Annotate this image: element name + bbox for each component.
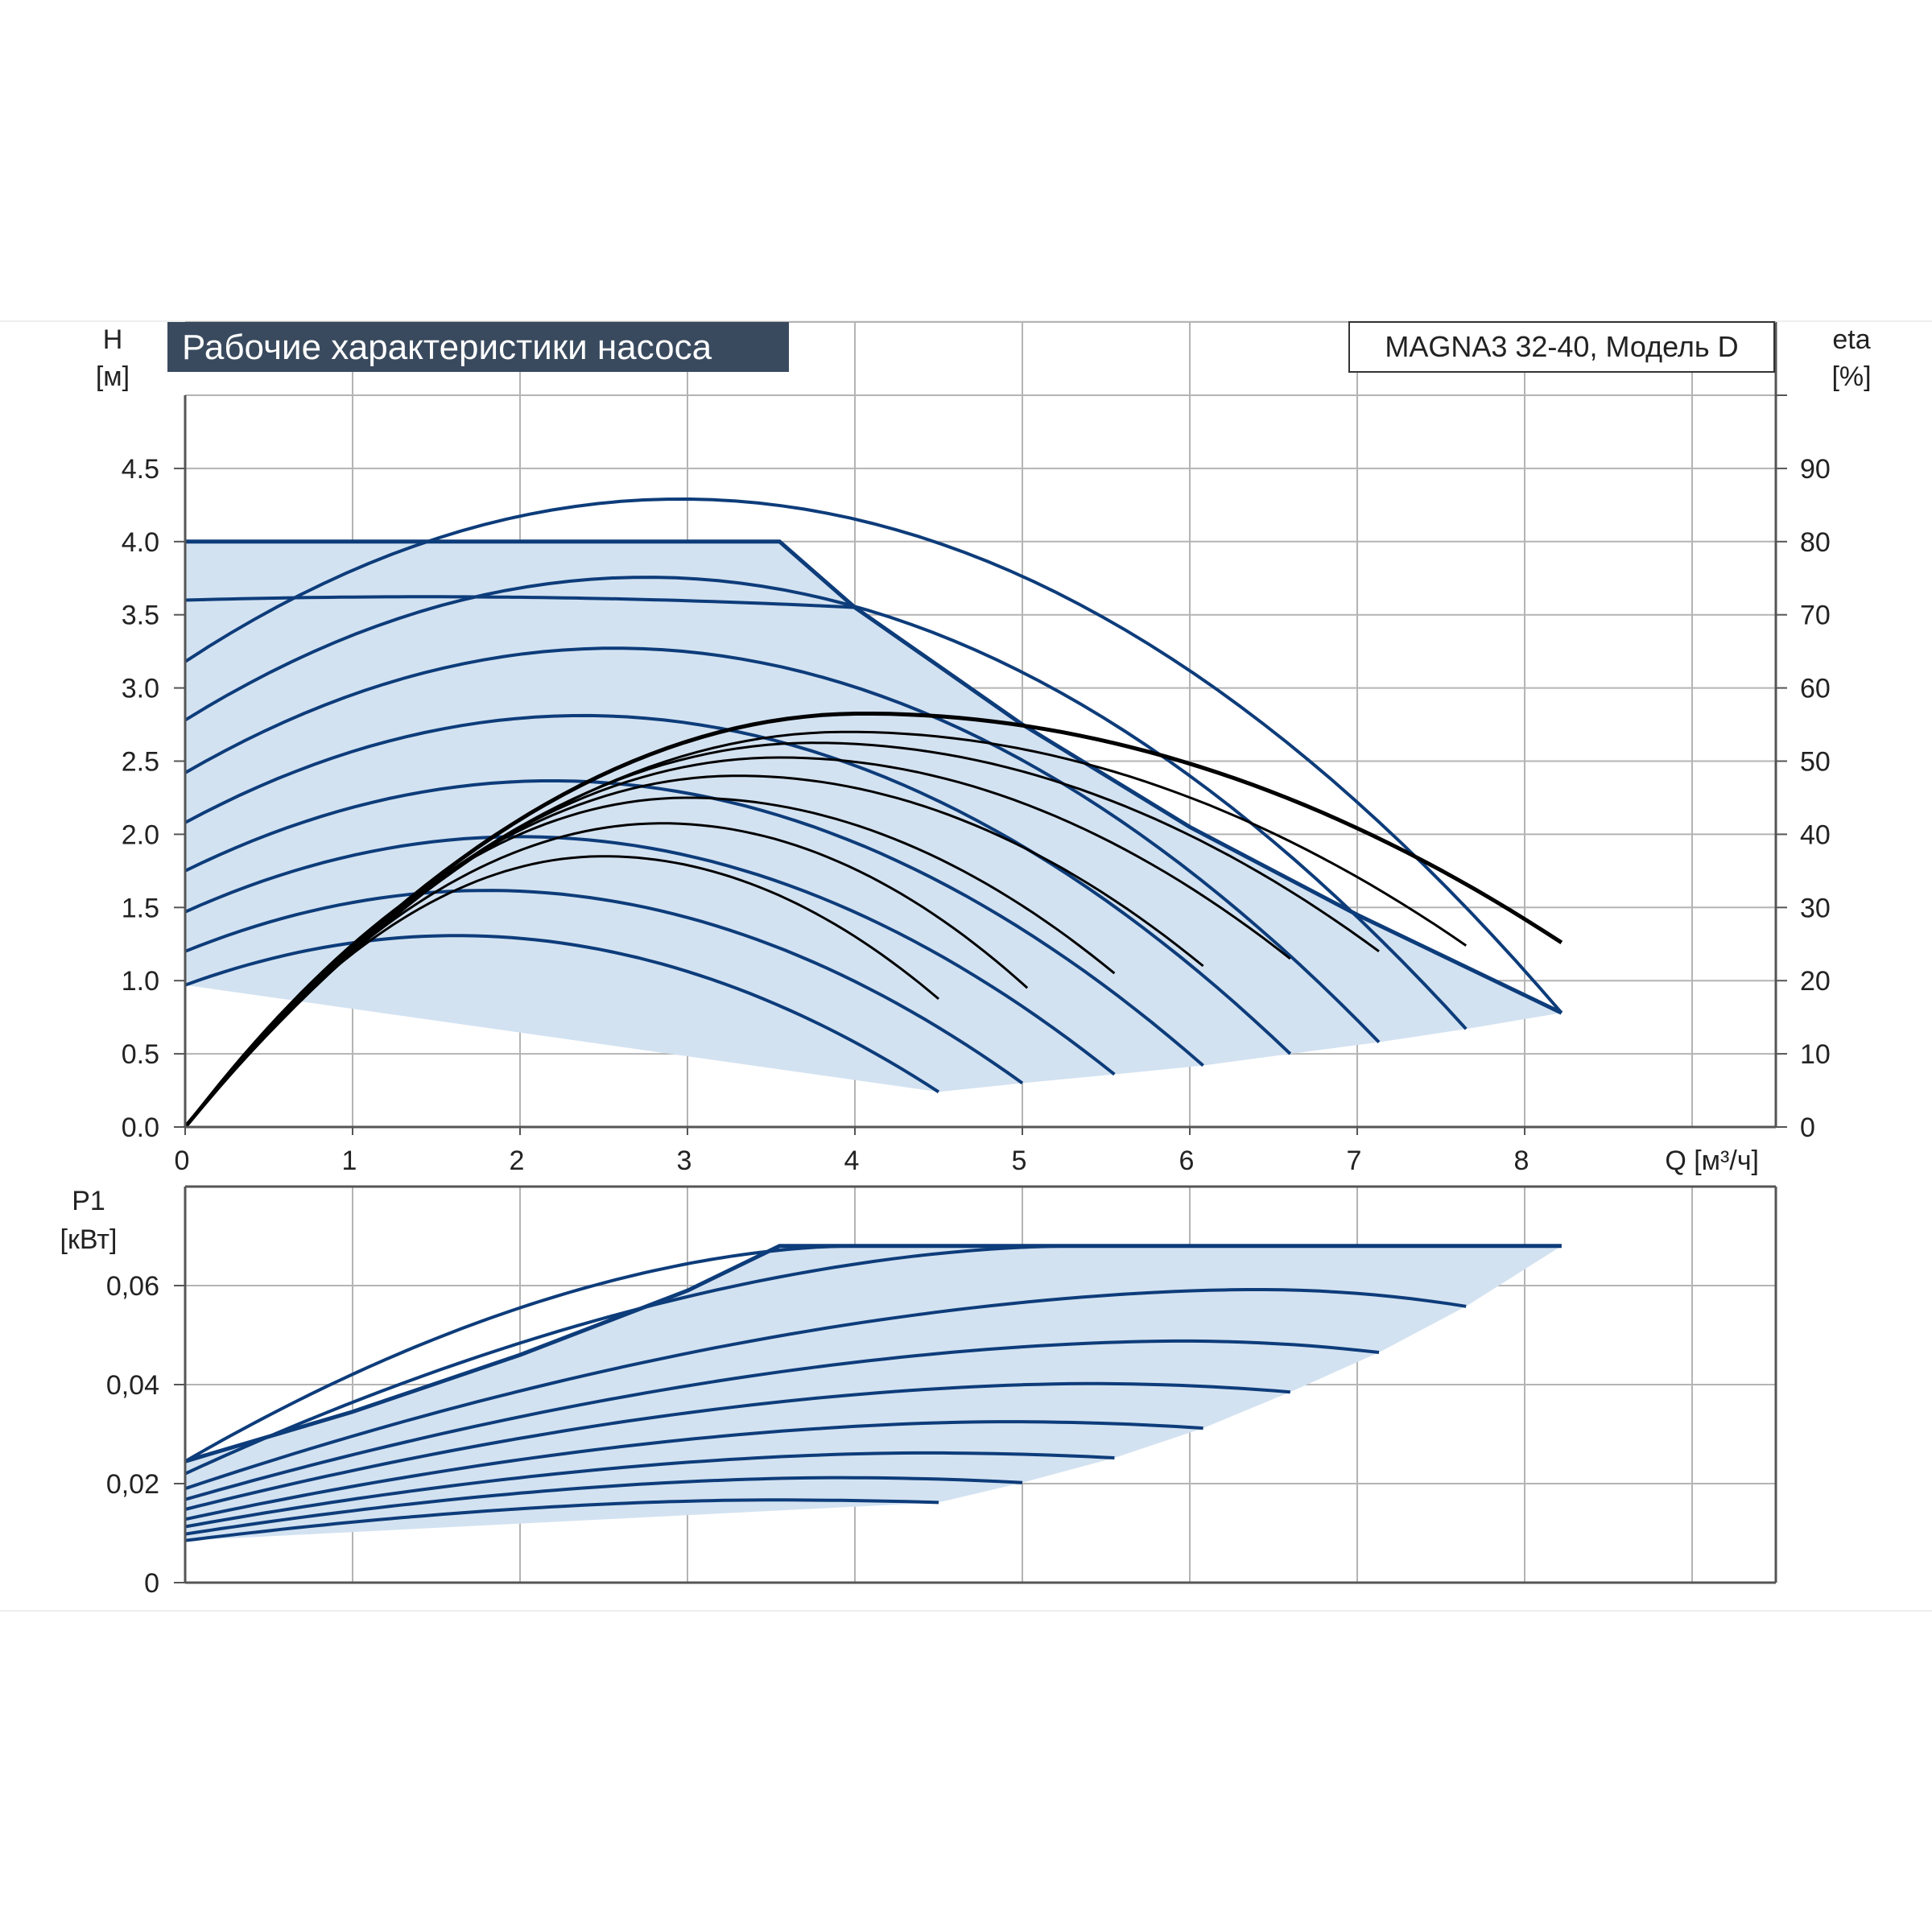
head-axis-label: H bbox=[103, 324, 123, 355]
power-curves bbox=[184, 1244, 1562, 1542]
efficiency-y-tick-label: 70 bbox=[1800, 601, 1831, 631]
head-curve-5 bbox=[184, 713, 1292, 1055]
head-y-tick-label: 2.5 bbox=[122, 747, 159, 778]
x-tick-label: 1 bbox=[342, 1146, 357, 1176]
efficiency-y-tick-label: 80 bbox=[1800, 527, 1831, 558]
power-y-tick-label: 0 bbox=[144, 1568, 159, 1599]
efficiency-curve-7 bbox=[184, 730, 1468, 1128]
power-y-tick-labels: 0 0,02 0,04 0,06 bbox=[106, 1271, 185, 1599]
head-y-tick-label: 0.0 bbox=[122, 1113, 159, 1143]
power-axes bbox=[184, 1185, 1777, 1584]
power-curve-3 bbox=[184, 1451, 1115, 1529]
efficiency-y-tick-label: 50 bbox=[1800, 747, 1831, 778]
model-box bbox=[1348, 321, 1775, 373]
efficiency-y-tick-label: 90 bbox=[1800, 454, 1831, 485]
power-chart: 0 0,02 0,04 0,06 P1 [кВт] bbox=[60, 1185, 1777, 1599]
head-y-tick-label: 1.0 bbox=[122, 966, 159, 997]
power-curve-4 bbox=[184, 1420, 1203, 1521]
power-y-tick-label: 0,02 bbox=[106, 1469, 159, 1500]
head-y-tick-label: 3.0 bbox=[122, 674, 159, 704]
power-curve-1 bbox=[184, 1498, 939, 1542]
power-y-tick-label: 0,04 bbox=[106, 1370, 159, 1401]
power-curve-7 bbox=[184, 1288, 1467, 1491]
efficiency-y-tick-label: 0 bbox=[1800, 1113, 1815, 1143]
power-curve-9 bbox=[184, 1244, 856, 1463]
efficiency-y-tick-label: 60 bbox=[1800, 674, 1831, 704]
model-label: MAGNA3 32-40, Модель D bbox=[1385, 330, 1738, 363]
head-y-tick-label: 4.5 bbox=[122, 454, 159, 485]
efficiency-y-tick-label: 20 bbox=[1800, 966, 1831, 997]
head-axis-unit: [м] bbox=[96, 361, 130, 392]
head-y-tick-label: 4.0 bbox=[122, 527, 159, 558]
x-tick-label: 0 bbox=[175, 1146, 190, 1176]
head-chart: 0 1 2 3 4 5 6 7 8 0.0 0.5 1.0 1.5 2.0 2.5 3.0 3.5 4.0 4.5… bbox=[96, 321, 1872, 1176]
efficiency-y-tick-label: 40 bbox=[1800, 819, 1831, 850]
efficiency-y-tick-labels: 0 10 20 30 40 50 60 70 80 90 bbox=[1776, 454, 1831, 1143]
power-curve-2 bbox=[184, 1476, 1023, 1536]
power-axis-unit: [кВт] bbox=[60, 1224, 118, 1255]
head-curve-6 bbox=[184, 646, 1381, 1043]
head-curve-1 bbox=[184, 934, 940, 1094]
x-tick-label: 2 bbox=[510, 1146, 525, 1176]
power-axis-label: P1 bbox=[72, 1186, 105, 1216]
efficiency-axis-unit: [%] bbox=[1831, 361, 1871, 392]
x-tick-label: 3 bbox=[677, 1146, 692, 1176]
efficiency-y-tick-label: 30 bbox=[1800, 893, 1831, 923]
x-tick-label: 5 bbox=[1012, 1146, 1027, 1176]
head-y-tick-label: 3.5 bbox=[122, 601, 159, 631]
head-y-tick-label: 1.5 bbox=[122, 893, 159, 923]
head-curve-2 bbox=[184, 889, 1024, 1085]
head-curve-4 bbox=[184, 779, 1204, 1067]
efficiency-curve-8 bbox=[184, 712, 1563, 1129]
power-curve-6 bbox=[184, 1339, 1380, 1501]
x-tick-label: 4 bbox=[844, 1146, 860, 1176]
x-tick-labels: 0 1 2 3 4 5 6 7 8 bbox=[175, 1127, 1530, 1176]
efficiency-y-tick-label: 10 bbox=[1800, 1039, 1831, 1070]
head-y-tick-label: 0.5 bbox=[122, 1039, 159, 1070]
x-tick-label: 7 bbox=[1347, 1146, 1362, 1176]
head-y-tick-labels: 0.0 0.5 1.0 1.5 2.0 2.5 3.0 3.5 4.0 4.5 bbox=[122, 454, 185, 1143]
power-y-tick-label: 0,06 bbox=[106, 1271, 159, 1302]
head-curve-9 bbox=[184, 595, 856, 609]
head-curve-3 bbox=[184, 835, 1116, 1076]
efficiency-axis-label: eta bbox=[1832, 324, 1870, 355]
title-box bbox=[167, 322, 789, 372]
power-max-curve bbox=[184, 1244, 1562, 1463]
efficiency-curves bbox=[184, 712, 1563, 1129]
head-curve-8 bbox=[184, 497, 1563, 1014]
chart-title: Рабочие характеристики насоса bbox=[182, 328, 712, 367]
head-operating-area bbox=[185, 541, 1562, 1092]
power-curve-5 bbox=[184, 1381, 1290, 1511]
x-tick-label: 8 bbox=[1514, 1146, 1530, 1176]
head-y-tick-label: 2.0 bbox=[122, 819, 159, 850]
efficiency-curve-3 bbox=[184, 796, 1116, 1128]
x-tick-label: 6 bbox=[1179, 1146, 1195, 1176]
flow-axis-label: Q [м³/ч] bbox=[1665, 1146, 1759, 1176]
